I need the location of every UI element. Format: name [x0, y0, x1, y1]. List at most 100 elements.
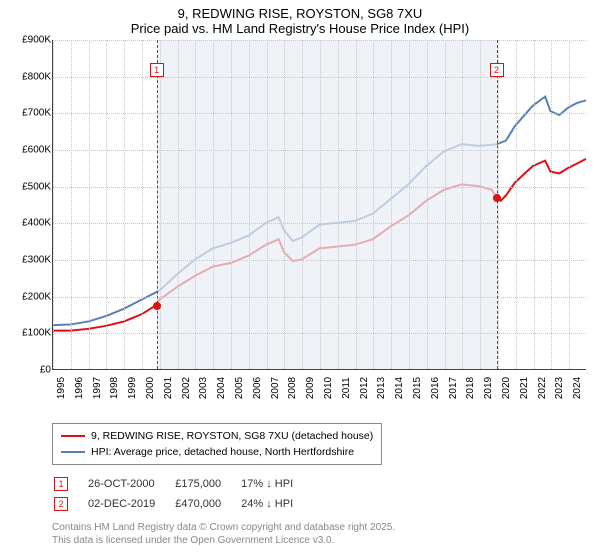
x-tick-label: 2016 — [430, 377, 441, 399]
x-tick-label: 2004 — [216, 377, 227, 399]
footer-line1: Contains HM Land Registry data © Crown c… — [52, 521, 590, 534]
y-tick-label: £200K — [13, 291, 51, 302]
y-tick-label: £800K — [13, 71, 51, 82]
sale-date: 02-DEC-2019 — [88, 495, 173, 513]
gridline-v — [427, 40, 428, 369]
sale-row: 2 02-DEC-2019£470,00024% ↓ HPI — [54, 495, 311, 513]
gridline-v — [160, 40, 161, 369]
x-tick-label: 2005 — [234, 377, 245, 399]
x-tick-label: 2008 — [287, 377, 298, 399]
footer-line2: This data is licensed under the Open Gov… — [52, 534, 590, 547]
x-tick-label: 2017 — [448, 377, 459, 399]
gridline-v — [178, 40, 179, 369]
x-tick-label: 2023 — [554, 377, 565, 399]
sale-num-box: 1 — [54, 477, 68, 491]
sale-marker-box: 2 — [490, 63, 504, 77]
chart-area: £0 £100K £200K £300K £400K £500K £600K £700K £80… — [16, 40, 586, 395]
sale-row: 1 26-OCT-2000£175,00017% ↓ HPI — [54, 475, 311, 493]
gridline-v — [142, 40, 143, 369]
x-tick-label: 2015 — [412, 377, 423, 399]
y-tick-label: £900K — [13, 35, 51, 46]
x-tick-label: 1999 — [127, 377, 138, 399]
legend-label: 9, REDWING RISE, ROYSTON, SG8 7XU (detac… — [91, 428, 373, 444]
x-tick-label: 2003 — [198, 377, 209, 399]
sale-price: £470,000 — [175, 495, 239, 513]
gridline-v — [338, 40, 339, 369]
legend-label: HPI: Average price, detached house, Nort… — [91, 444, 354, 460]
x-tick-label: 1997 — [92, 377, 103, 399]
x-tick-label: 2014 — [394, 377, 405, 399]
x-tick-label: 2018 — [465, 377, 476, 399]
legend-row: HPI: Average price, detached house, Nort… — [61, 444, 373, 460]
gridline-v — [445, 40, 446, 369]
sale-price: £175,000 — [175, 475, 239, 493]
x-tick-label: 2006 — [252, 377, 263, 399]
x-tick-label: 2002 — [181, 377, 192, 399]
legend-swatch — [61, 451, 85, 453]
legend-row: 9, REDWING RISE, ROYSTON, SG8 7XU (detac… — [61, 428, 373, 444]
gridline-v — [320, 40, 321, 369]
gridline-v — [89, 40, 90, 369]
x-tick-label: 2001 — [163, 377, 174, 399]
footer: Contains HM Land Registry data © Crown c… — [52, 521, 590, 547]
gridline-v — [124, 40, 125, 369]
sale-pct: 24% ↓ HPI — [241, 495, 311, 513]
gridline-v — [356, 40, 357, 369]
gridline-v — [534, 40, 535, 369]
sale-num-box: 2 — [54, 497, 68, 511]
sale-pct: 17% ↓ HPI — [241, 475, 311, 493]
x-tick-label: 2000 — [145, 377, 156, 399]
plot-region: £0£100K£200K£300K£400K£500K£600K£700K£80… — [52, 40, 586, 370]
gridline-v — [249, 40, 250, 369]
gridline-v — [195, 40, 196, 369]
arrow-down-icon: ↓ — [266, 478, 272, 490]
gridline-v — [71, 40, 72, 369]
x-tick-label: 2013 — [376, 377, 387, 399]
x-tick-label: 1995 — [56, 377, 67, 399]
sale-dot — [493, 194, 501, 202]
sale-date: 26-OCT-2000 — [88, 475, 173, 493]
gridline-v — [516, 40, 517, 369]
gridline-v — [391, 40, 392, 369]
x-tick-label: 2007 — [270, 377, 281, 399]
sale-dot — [153, 302, 161, 310]
x-tick-label: 2019 — [483, 377, 494, 399]
gridline-v — [480, 40, 481, 369]
gridline-v — [106, 40, 107, 369]
gridline-v — [284, 40, 285, 369]
x-tick-label: 2012 — [359, 377, 370, 399]
chart-title-line1: 9, REDWING RISE, ROYSTON, SG8 7XU — [10, 6, 590, 21]
y-tick-label: £600K — [13, 145, 51, 156]
gridline-v — [267, 40, 268, 369]
legend-swatch — [61, 435, 85, 437]
gridline-v — [409, 40, 410, 369]
gridline-v — [213, 40, 214, 369]
sales-table: 1 26-OCT-2000£175,00017% ↓ HPI 2 02-DEC-201… — [52, 473, 313, 515]
sale-marker-line — [497, 40, 498, 369]
gridline-v — [231, 40, 232, 369]
x-tick-label: 2021 — [519, 377, 530, 399]
y-tick-label: £0 — [13, 365, 51, 376]
x-tick-label: 2009 — [305, 377, 316, 399]
y-tick-label: £100K — [13, 328, 51, 339]
gridline-v — [302, 40, 303, 369]
y-tick-label: £500K — [13, 181, 51, 192]
gridline-v — [373, 40, 374, 369]
arrow-down-icon: ↓ — [266, 498, 272, 510]
x-tick-label: 2022 — [537, 377, 548, 399]
x-tick-label: 2010 — [323, 377, 334, 399]
x-tick-label: 1996 — [74, 377, 85, 399]
legend: 9, REDWING RISE, ROYSTON, SG8 7XU (detac… — [52, 423, 382, 465]
gridline-v — [551, 40, 552, 369]
y-tick-label: £400K — [13, 218, 51, 229]
gridline-v — [498, 40, 499, 369]
gridline-v — [569, 40, 570, 369]
x-tick-label: 1998 — [109, 377, 120, 399]
x-tick-label: 2020 — [501, 377, 512, 399]
x-tick-label: 2024 — [572, 377, 583, 399]
y-tick-label: £700K — [13, 108, 51, 119]
x-tick-label: 2011 — [341, 377, 352, 399]
gridline-v — [462, 40, 463, 369]
sale-marker-line — [157, 40, 158, 369]
y-tick-label: £300K — [13, 255, 51, 266]
